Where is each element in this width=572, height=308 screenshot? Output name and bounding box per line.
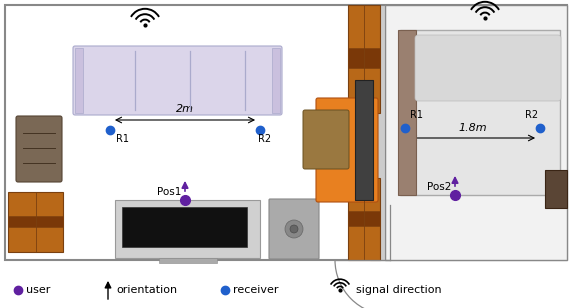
Circle shape <box>285 220 303 238</box>
Text: orientation: orientation <box>116 285 177 295</box>
Circle shape <box>290 225 298 233</box>
FancyBboxPatch shape <box>269 199 319 259</box>
Bar <box>545 170 567 208</box>
Bar <box>8 192 63 252</box>
Text: Pos1: Pos1 <box>157 187 181 197</box>
Bar <box>75 48 83 113</box>
Text: Pos2: Pos2 <box>427 182 451 192</box>
Text: user: user <box>26 285 50 295</box>
FancyBboxPatch shape <box>316 98 378 202</box>
Bar <box>385 5 567 260</box>
FancyBboxPatch shape <box>303 110 349 169</box>
Bar <box>398 30 416 195</box>
Text: signal direction: signal direction <box>356 285 442 295</box>
FancyBboxPatch shape <box>73 46 282 115</box>
Text: R2: R2 <box>258 134 271 144</box>
Bar <box>5 5 567 260</box>
Bar <box>355 80 373 200</box>
Text: R1: R1 <box>116 134 129 144</box>
Bar <box>370 5 385 260</box>
Bar <box>272 48 280 113</box>
Text: 1.8m: 1.8m <box>458 123 487 133</box>
Bar <box>348 211 380 225</box>
Text: 2m: 2m <box>176 104 194 114</box>
Bar <box>122 207 247 247</box>
Bar <box>400 30 560 195</box>
Bar <box>115 200 260 258</box>
Bar <box>8 216 63 227</box>
Text: R2: R2 <box>525 110 538 120</box>
Bar <box>348 5 380 113</box>
Bar <box>348 178 380 260</box>
Bar <box>348 48 380 68</box>
Bar <box>158 258 216 263</box>
FancyBboxPatch shape <box>415 35 561 101</box>
FancyBboxPatch shape <box>16 116 62 182</box>
Text: receiver: receiver <box>233 285 279 295</box>
Text: R1: R1 <box>410 110 423 120</box>
